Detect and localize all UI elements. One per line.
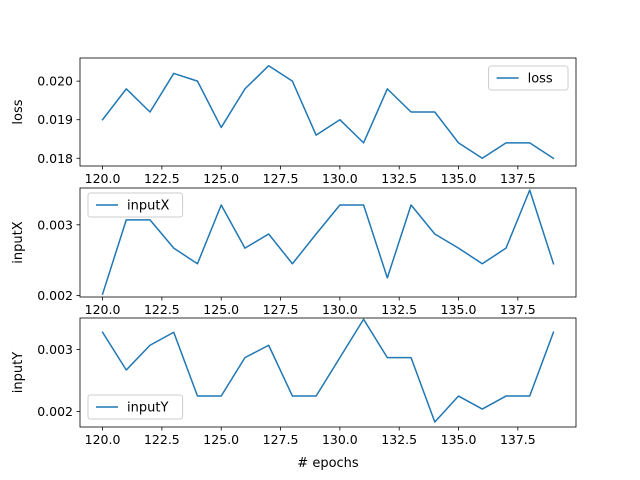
x-tick-label: 122.5 bbox=[144, 302, 180, 317]
x-tick-label: 127.5 bbox=[263, 171, 299, 186]
x-tick-label: 125.0 bbox=[203, 302, 239, 317]
axes-frame bbox=[79, 187, 577, 298]
x-tick-label: 137.5 bbox=[500, 171, 536, 186]
x-tick-label: 137.5 bbox=[500, 432, 536, 447]
x-tick-label: 132.5 bbox=[381, 171, 417, 186]
y-axis-label: inputX bbox=[11, 221, 26, 263]
x-tick-label: 135.0 bbox=[441, 302, 477, 317]
x-tick-label: 132.5 bbox=[381, 432, 417, 447]
y-tick-label: 0.019 bbox=[37, 112, 73, 127]
x-tick-label: 120.0 bbox=[85, 171, 121, 186]
subplots: 120.0 122.5 125.0 127.5 130.0 132.5 135.0 137.5… bbox=[11, 57, 577, 471]
axes-frame bbox=[79, 317, 577, 428]
y-tick-label: 0.003 bbox=[37, 342, 73, 357]
x-tick-label: 125.0 bbox=[203, 432, 239, 447]
series-line-inputx bbox=[101, 189, 555, 296]
x-tick-label: 132.5 bbox=[381, 302, 417, 317]
y-tick-label: 0.002 bbox=[37, 404, 73, 419]
series-line-inputy bbox=[101, 318, 555, 423]
y-axis-label: inputY bbox=[11, 352, 26, 393]
legend-label: loss bbox=[528, 72, 553, 87]
inputy-subplot: 120.0 122.5 125.0 127.5 130.0 132.5 135.0 137.5… bbox=[11, 317, 577, 471]
y-axis-label: loss bbox=[11, 99, 26, 124]
axes-frame bbox=[79, 57, 577, 167]
y-tick-label: 0.003 bbox=[37, 217, 73, 232]
x-tick-label: 135.0 bbox=[441, 171, 477, 186]
x-axis-label: # epochs bbox=[297, 456, 359, 471]
y-tick-label: 0.018 bbox=[37, 151, 73, 166]
x-tick-label: 120.0 bbox=[85, 302, 121, 317]
legend: loss bbox=[488, 65, 569, 91]
x-tick-label: 130.0 bbox=[322, 432, 358, 447]
x-tick-label: 135.0 bbox=[441, 432, 477, 447]
y-tick-label: 0.002 bbox=[37, 288, 73, 303]
legend-label: inputX bbox=[127, 199, 169, 214]
legend: inputX bbox=[87, 192, 184, 218]
x-tick-label: 125.0 bbox=[203, 171, 239, 186]
inputx-subplot: 120.0 122.5 125.0 127.5 130.0 132.5 135.0 137.5… bbox=[11, 187, 577, 317]
legend-box bbox=[87, 394, 184, 420]
y-tick-label: 0.020 bbox=[37, 74, 73, 89]
x-tick-label: 130.0 bbox=[322, 302, 358, 317]
x-tick-label: 127.5 bbox=[263, 302, 299, 317]
legend-label: inputY bbox=[127, 401, 168, 416]
x-tick-label: 122.5 bbox=[144, 171, 180, 186]
loss-subplot: 120.0 122.5 125.0 127.5 130.0 132.5 135.0 137.5… bbox=[11, 57, 577, 186]
x-tick-label: 127.5 bbox=[263, 432, 299, 447]
x-tick-label: 137.5 bbox=[500, 302, 536, 317]
x-tick-label: 122.5 bbox=[144, 432, 180, 447]
x-tick-label: 120.0 bbox=[85, 432, 121, 447]
x-tick-label: 130.0 bbox=[322, 171, 358, 186]
series-line-loss bbox=[101, 64, 555, 160]
legend-box bbox=[488, 65, 569, 91]
legend: inputY bbox=[87, 394, 184, 420]
legend-box bbox=[87, 192, 184, 218]
